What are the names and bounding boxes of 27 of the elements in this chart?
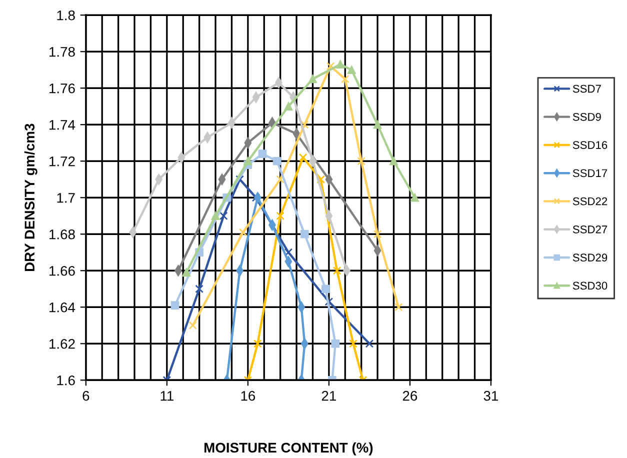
legend-label: SSD9 — [572, 112, 601, 121]
y-tick-label: 1.64 — [50, 302, 76, 312]
y-tick-label: 1.66 — [50, 266, 75, 276]
y-tick-label: 1.8 — [57, 10, 75, 20]
x-tick-label: 11 — [160, 391, 174, 401]
x-tick-label: 31 — [484, 390, 498, 401]
y-tick-label: 1.6 — [57, 375, 75, 386]
x-tick-label: 21 — [322, 390, 336, 401]
y-tick-label: 1.74 — [50, 120, 76, 130]
legend-label: SSD22 — [572, 197, 608, 206]
legend-label: SSD27 — [572, 225, 608, 234]
x-tick-label: 16 — [241, 390, 256, 401]
y-tick-label: 1.78 — [50, 46, 75, 57]
legend-label: SSD7 — [572, 84, 601, 93]
legend-label: SSD16 — [572, 141, 608, 149]
legend-label: SSD17 — [572, 169, 608, 178]
y-tick-label: 1.76 — [50, 83, 75, 94]
y-tick-label: 1.72 — [50, 156, 75, 166]
y-tick-label: 1.62 — [50, 338, 75, 349]
y-tick-label: 1.7 — [57, 193, 75, 203]
x-tick-label: 6 — [82, 390, 90, 401]
y-tick-label: 1.68 — [50, 229, 75, 240]
x-tick-label: 26 — [402, 390, 418, 401]
legend-label: SSD29 — [572, 254, 608, 262]
x-axis-title: MOISTURE CONTENT (%) — [204, 442, 373, 456]
y-axis-title: DRY DENSITY gm/cm3 — [24, 124, 38, 272]
legend-label: SSD30 — [572, 282, 608, 290]
